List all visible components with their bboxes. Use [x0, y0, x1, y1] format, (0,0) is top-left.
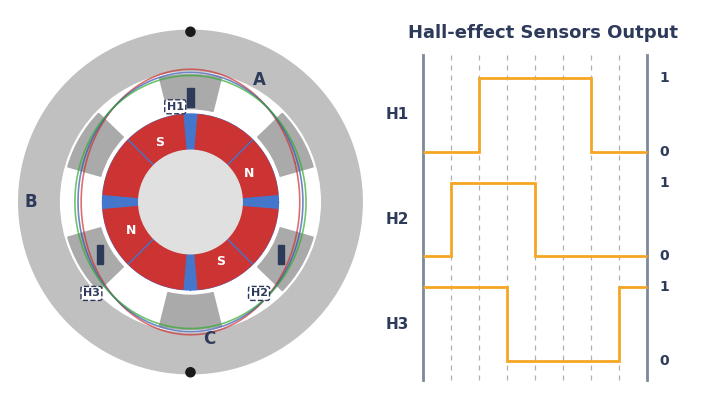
Text: N: N	[126, 224, 137, 237]
Text: 1: 1	[659, 176, 669, 189]
Text: H3: H3	[83, 288, 100, 299]
Wedge shape	[68, 228, 123, 290]
Circle shape	[19, 31, 362, 373]
Text: 1: 1	[659, 71, 669, 85]
Wedge shape	[159, 292, 221, 330]
Circle shape	[103, 114, 278, 290]
Text: N: N	[244, 167, 255, 180]
Wedge shape	[103, 115, 191, 202]
Text: S: S	[155, 137, 164, 149]
Text: 1: 1	[659, 280, 669, 295]
Text: 0: 0	[659, 145, 669, 159]
Text: A: A	[253, 71, 266, 89]
Bar	[187, 88, 194, 107]
Circle shape	[186, 368, 195, 377]
Circle shape	[61, 72, 320, 332]
Wedge shape	[191, 202, 278, 289]
Text: Hall-effect Sensors Output: Hall-effect Sensors Output	[408, 23, 678, 42]
Circle shape	[139, 151, 242, 253]
Bar	[278, 245, 284, 264]
Wedge shape	[159, 74, 221, 112]
Text: S: S	[216, 255, 226, 267]
Text: H1: H1	[385, 107, 409, 122]
Wedge shape	[68, 114, 123, 176]
Wedge shape	[258, 114, 313, 176]
Circle shape	[186, 27, 195, 36]
Text: H1: H1	[167, 102, 184, 112]
Text: C: C	[204, 330, 216, 348]
Wedge shape	[191, 115, 278, 202]
Text: B: B	[24, 193, 37, 211]
Text: H2: H2	[251, 288, 268, 299]
Text: 0: 0	[659, 354, 669, 368]
Text: 0: 0	[659, 249, 669, 263]
Text: H2: H2	[385, 212, 409, 227]
Text: H3: H3	[385, 317, 409, 332]
Wedge shape	[258, 228, 313, 290]
Bar	[97, 245, 103, 264]
Wedge shape	[103, 202, 191, 289]
